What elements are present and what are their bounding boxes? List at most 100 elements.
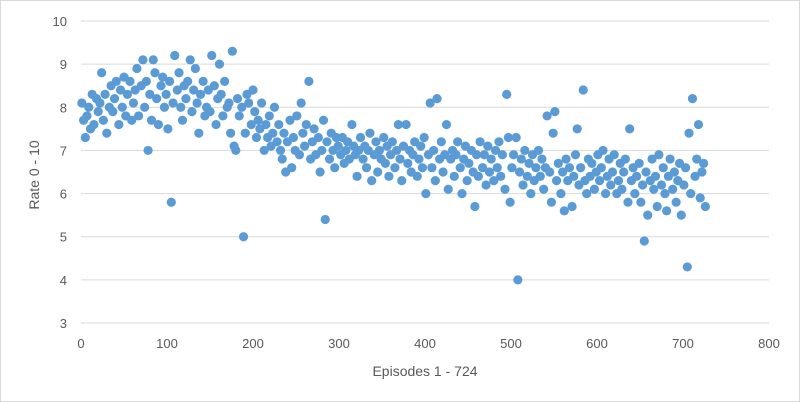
data-point [128,98,139,108]
data-point [553,158,563,168]
data-point [524,158,534,168]
data-point [699,158,709,168]
data-point [700,201,710,212]
data-point [412,171,422,181]
data-point [502,89,512,99]
data-point [492,163,502,173]
data-points [77,46,710,285]
data-point [537,154,547,164]
data-point [607,167,618,177]
data-point [693,119,704,130]
data-point [379,132,389,143]
data-point [430,176,440,186]
data-point [181,94,191,104]
data-point [658,163,668,173]
data-point [174,68,184,78]
data-point [490,145,501,156]
data-point [649,184,659,194]
x-tick-label: 0 [77,336,84,351]
data-point [680,163,691,173]
data-point [163,124,173,134]
data-point [660,188,670,199]
data-point [138,55,148,65]
data-point [520,145,530,156]
data-point [322,137,332,147]
data-point [417,163,428,173]
data-point [100,89,110,99]
data-point [141,76,151,86]
data-point [231,145,241,156]
data-point [687,94,698,104]
data-point [416,141,426,151]
data-point [315,167,325,177]
data-point [518,180,528,190]
data-point [384,171,394,181]
data-point [237,102,247,112]
data-point [152,94,162,104]
data-point [374,145,385,156]
data-point [132,63,142,74]
data-point [192,98,202,108]
data-point [347,119,357,130]
data-point [623,197,633,207]
data-point [125,76,135,86]
data-point [636,197,646,207]
data-point [352,171,362,181]
data-point [296,98,306,108]
data-point [150,68,160,78]
data-point [617,184,627,194]
data-point [419,132,429,143]
data-point [479,150,489,160]
y-axis-title: Rate 0 - 10 [26,140,42,209]
data-point [371,137,381,147]
data-point [429,145,439,156]
data-point [287,163,297,173]
data-point [550,107,560,117]
data-point [198,76,208,86]
data-point [114,119,124,130]
data-point [545,167,555,177]
data-point [625,124,635,134]
data-point [98,115,108,125]
data-point [224,98,234,108]
data-point [692,154,702,164]
data-point [234,111,244,121]
data-point [393,119,403,130]
data-point [587,158,597,168]
data-point [365,128,375,138]
data-point [195,89,206,99]
data-point [676,210,686,220]
data-point [453,137,463,147]
data-point [361,163,372,173]
data-point [682,262,692,272]
data-point [134,111,144,121]
data-point [531,163,541,173]
data-point [279,128,289,138]
data-point [564,163,575,173]
data-point [401,119,411,130]
data-point [387,137,397,147]
data-point [507,163,517,173]
data-point [380,158,391,168]
data-point [367,176,377,186]
data-point [697,167,707,177]
data-point [292,111,302,121]
data-point [146,115,157,125]
data-point [395,154,405,164]
data-point [161,89,171,99]
data-point [665,154,675,164]
data-point [275,145,286,156]
x-tick-label: 200 [242,336,264,351]
data-point [246,119,256,130]
data-point [309,124,319,134]
data-point [511,132,521,143]
data-point [373,167,383,177]
data-point [449,171,459,181]
data-point [414,154,424,164]
data-point [300,141,310,151]
data-point [556,188,566,199]
data-point [508,150,519,160]
data-point [189,85,199,95]
data-point [214,59,225,69]
